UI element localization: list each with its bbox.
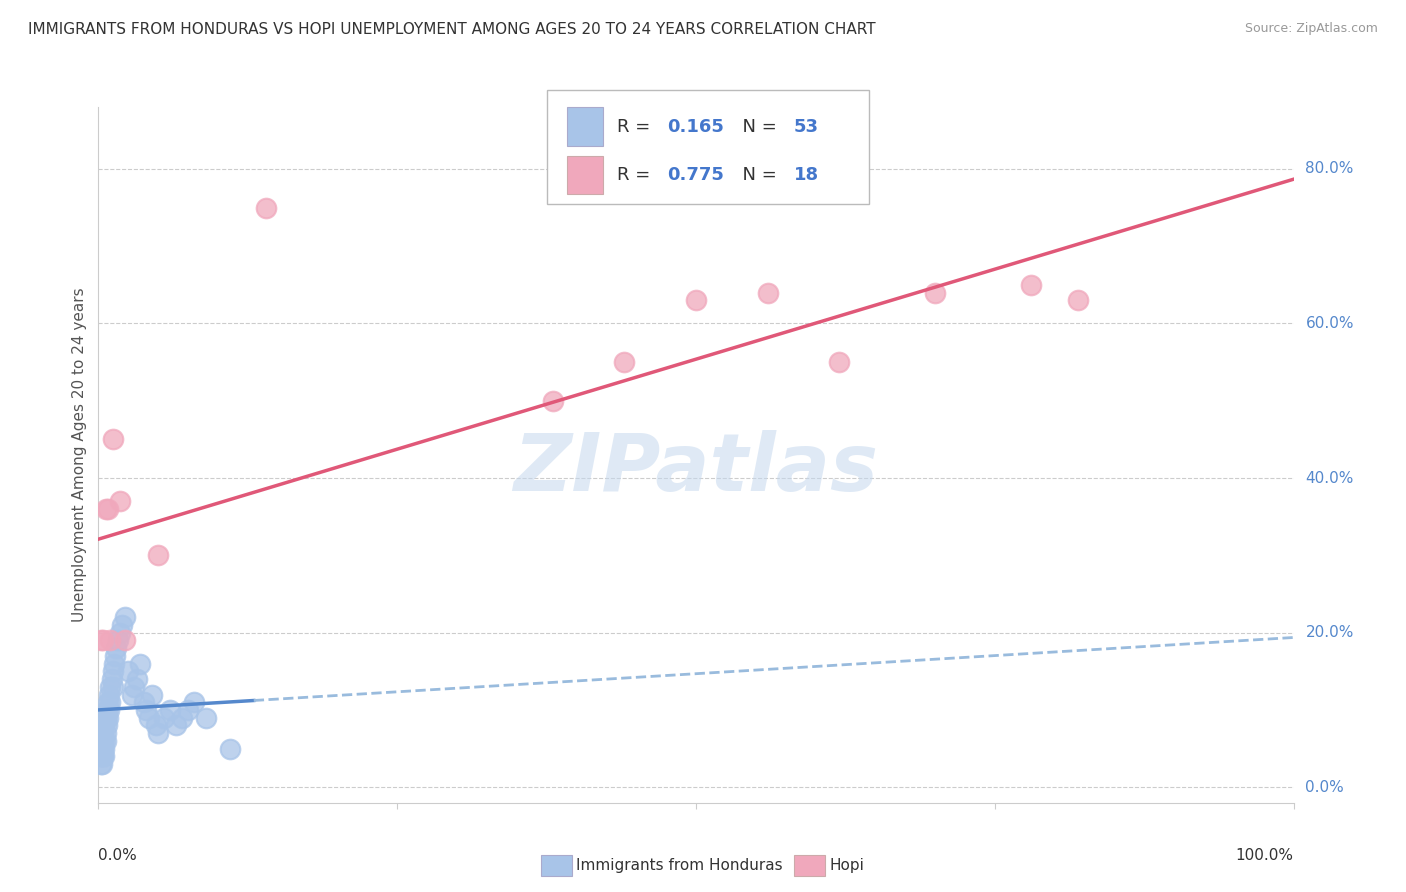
Point bbox=[828, 355, 851, 369]
Point bbox=[97, 695, 120, 709]
Point bbox=[756, 285, 779, 300]
Point bbox=[141, 688, 163, 702]
Point bbox=[135, 703, 157, 717]
Text: 80.0%: 80.0% bbox=[1305, 161, 1354, 177]
Point bbox=[111, 618, 134, 632]
Point bbox=[108, 625, 131, 640]
Point bbox=[101, 433, 124, 447]
Point bbox=[93, 741, 115, 756]
Text: R =: R = bbox=[617, 166, 657, 185]
Point bbox=[103, 657, 125, 671]
Point bbox=[219, 741, 242, 756]
Point bbox=[98, 703, 121, 717]
Point bbox=[541, 393, 564, 408]
Point bbox=[165, 718, 187, 732]
Text: Immigrants from Honduras: Immigrants from Honduras bbox=[576, 858, 783, 872]
Text: N =: N = bbox=[731, 118, 782, 136]
Point bbox=[924, 285, 946, 300]
Point bbox=[613, 355, 636, 369]
FancyBboxPatch shape bbox=[547, 90, 869, 204]
Point bbox=[117, 665, 139, 679]
Point bbox=[97, 711, 120, 725]
Point bbox=[91, 734, 114, 748]
Y-axis label: Unemployment Among Ages 20 to 24 years: Unemployment Among Ages 20 to 24 years bbox=[72, 287, 87, 623]
Text: 100.0%: 100.0% bbox=[1236, 848, 1294, 863]
FancyBboxPatch shape bbox=[567, 107, 603, 145]
Point bbox=[98, 680, 122, 694]
Point bbox=[145, 718, 167, 732]
Point bbox=[132, 695, 155, 709]
Text: 40.0%: 40.0% bbox=[1305, 471, 1354, 485]
Point bbox=[1019, 277, 1042, 292]
Point bbox=[96, 703, 118, 717]
Text: 0.165: 0.165 bbox=[668, 118, 724, 136]
Text: 53: 53 bbox=[794, 118, 818, 136]
Point bbox=[254, 201, 277, 215]
Point bbox=[101, 680, 124, 694]
Point bbox=[98, 695, 122, 709]
Point bbox=[91, 757, 114, 772]
Point bbox=[100, 672, 122, 686]
Point bbox=[91, 726, 114, 740]
Point bbox=[148, 549, 170, 563]
Point bbox=[90, 741, 112, 756]
Text: 20.0%: 20.0% bbox=[1305, 625, 1354, 640]
Point bbox=[159, 703, 181, 717]
Point bbox=[90, 757, 112, 772]
Point bbox=[153, 711, 176, 725]
Text: N =: N = bbox=[731, 166, 782, 185]
Text: Source: ZipAtlas.com: Source: ZipAtlas.com bbox=[1244, 22, 1378, 36]
Text: 0.0%: 0.0% bbox=[98, 848, 138, 863]
Point bbox=[114, 633, 136, 648]
Point bbox=[121, 688, 143, 702]
Point bbox=[89, 749, 111, 764]
Point bbox=[91, 741, 114, 756]
Point bbox=[94, 711, 117, 725]
Point bbox=[90, 633, 112, 648]
Point bbox=[98, 688, 121, 702]
Point bbox=[94, 502, 117, 516]
Point bbox=[172, 711, 194, 725]
Point bbox=[101, 665, 124, 679]
Point bbox=[129, 657, 152, 671]
Point bbox=[98, 633, 122, 648]
Point bbox=[148, 726, 170, 740]
Text: 18: 18 bbox=[794, 166, 820, 185]
Point bbox=[124, 680, 146, 694]
Point bbox=[91, 749, 114, 764]
Point bbox=[108, 494, 131, 508]
Point bbox=[91, 749, 114, 764]
Point bbox=[107, 633, 129, 648]
Text: ZIPatlas: ZIPatlas bbox=[513, 430, 879, 508]
Text: 0.775: 0.775 bbox=[668, 166, 724, 185]
Text: IMMIGRANTS FROM HONDURAS VS HOPI UNEMPLOYMENT AMONG AGES 20 TO 24 YEARS CORRELAT: IMMIGRANTS FROM HONDURAS VS HOPI UNEMPLO… bbox=[28, 22, 876, 37]
Point bbox=[93, 749, 115, 764]
Point bbox=[94, 734, 117, 748]
Point bbox=[685, 293, 707, 308]
Point bbox=[104, 648, 127, 663]
FancyBboxPatch shape bbox=[567, 156, 603, 194]
Point bbox=[177, 703, 200, 717]
Point bbox=[125, 672, 148, 686]
Point bbox=[138, 711, 160, 725]
Text: Hopi: Hopi bbox=[830, 858, 865, 872]
Point bbox=[114, 610, 136, 624]
Point bbox=[97, 502, 120, 516]
Point bbox=[91, 633, 114, 648]
Point bbox=[93, 734, 115, 748]
Point bbox=[1067, 293, 1090, 308]
Point bbox=[93, 718, 115, 732]
Point bbox=[183, 695, 205, 709]
Point bbox=[96, 718, 118, 732]
Text: R =: R = bbox=[617, 118, 657, 136]
Point bbox=[94, 726, 117, 740]
Text: 60.0%: 60.0% bbox=[1305, 316, 1354, 331]
Point bbox=[105, 641, 128, 656]
Point bbox=[194, 711, 217, 725]
Text: 0.0%: 0.0% bbox=[1305, 780, 1344, 795]
